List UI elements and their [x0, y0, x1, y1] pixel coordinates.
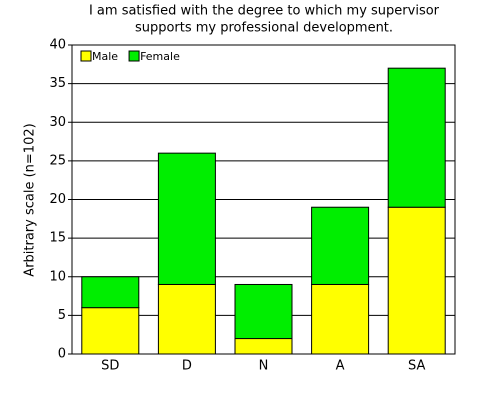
legend-swatch [128, 50, 140, 62]
y-tick-label: 0 [58, 347, 66, 362]
legend-label: Female [140, 50, 180, 63]
y-tick-label: 30 [49, 115, 66, 130]
y-tick-label: 40 [49, 38, 66, 53]
x-tick-label: SA [408, 359, 425, 374]
y-tick-label: 5 [58, 308, 66, 323]
chart-title: I am satisfied with the degree to which … [89, 4, 440, 19]
bar-segment [234, 283, 293, 340]
bar-segment [387, 206, 446, 355]
y-tick-label: 15 [49, 231, 66, 246]
bar-segment [157, 283, 216, 355]
bar-segment [311, 206, 370, 285]
x-tick-label: D [182, 359, 192, 374]
chart-title: supports my professional development. [135, 21, 393, 36]
bar-segment [234, 338, 293, 355]
y-axis-label: Arbitrary scale (n=102) [23, 123, 38, 276]
bar-segment [311, 283, 370, 355]
bar-segment [81, 276, 140, 309]
plot-frame [71, 44, 456, 355]
legend-label: Male [92, 50, 118, 63]
bar-segment [81, 307, 140, 355]
x-tick-label: A [336, 359, 345, 374]
x-tick-label: N [259, 359, 269, 374]
legend-swatch [80, 50, 92, 62]
bar-segment [387, 67, 446, 208]
y-tick-label: 10 [49, 269, 66, 284]
y-tick-label: 35 [49, 76, 66, 91]
y-tick-label: 25 [49, 153, 66, 168]
y-tick-label: 20 [49, 192, 66, 207]
x-tick-label: SD [101, 359, 119, 374]
bar-segment [157, 152, 216, 285]
